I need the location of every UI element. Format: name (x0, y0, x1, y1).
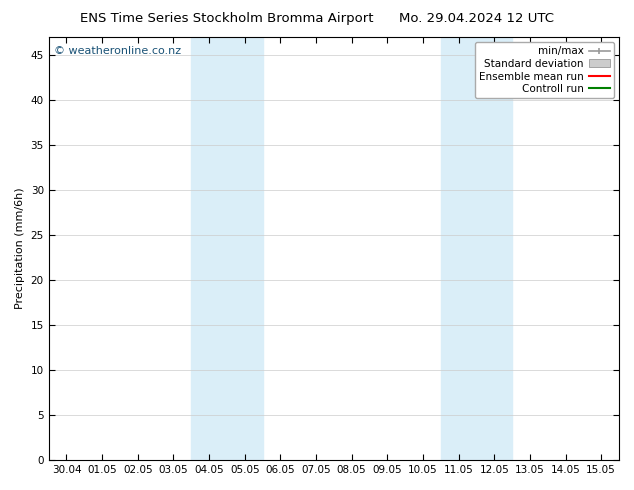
Bar (191, 37, 262, 460)
Y-axis label: Precipitation (mm/6h): Precipitation (mm/6h) (15, 188, 25, 309)
Bar (441, 37, 512, 460)
Legend: min/max, Standard deviation, Ensemble mean run, Controll run: min/max, Standard deviation, Ensemble me… (475, 42, 614, 98)
Text: ENS Time Series Stockholm Bromma Airport      Mo. 29.04.2024 12 UTC: ENS Time Series Stockholm Bromma Airport… (80, 12, 554, 25)
Text: © weatheronline.co.nz: © weatheronline.co.nz (55, 46, 181, 55)
